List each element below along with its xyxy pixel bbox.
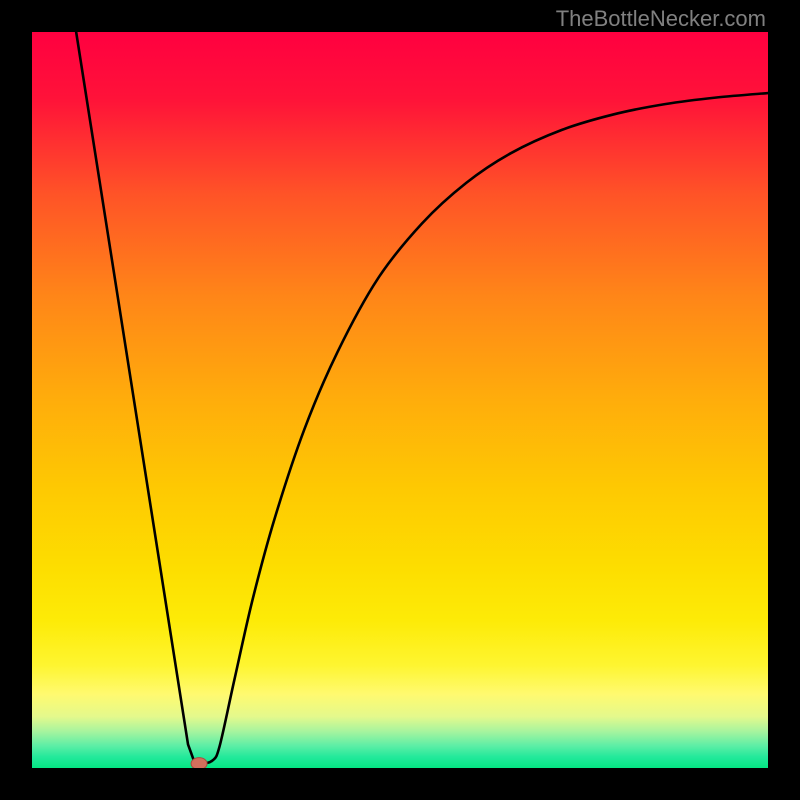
plot-area	[32, 32, 768, 768]
bottleneck-curve	[32, 32, 768, 768]
curve-ascending-segment	[194, 93, 768, 763]
watermark-text: TheBottleNecker.com	[556, 6, 766, 32]
chart-frame: TheBottleNecker.com	[0, 0, 800, 800]
curve-descending-segment	[76, 32, 194, 761]
optimum-marker	[191, 758, 207, 768]
